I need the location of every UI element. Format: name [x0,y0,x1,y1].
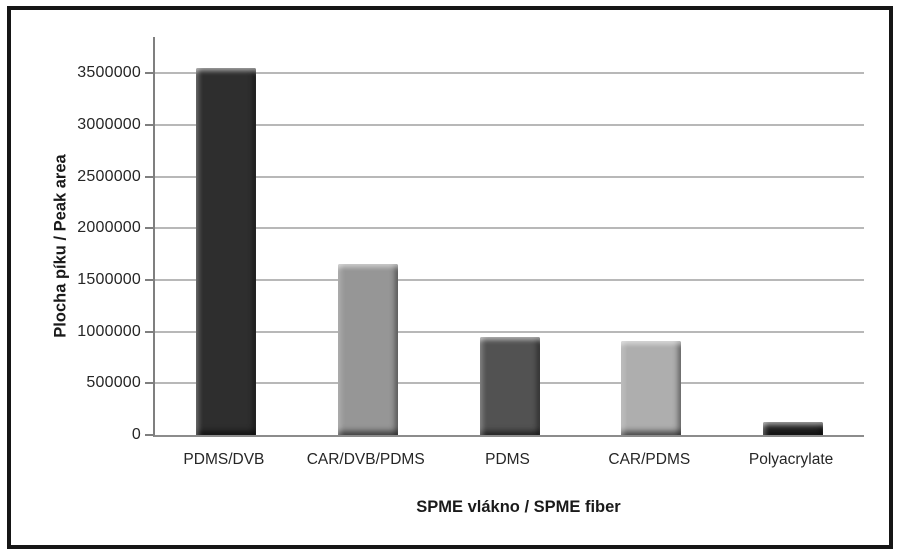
y-tick-label: 0 [131,426,141,443]
gridline [155,123,864,126]
bar-car-pdms [621,340,682,435]
x-axis-category-labels: PDMS/DVB CAR/DVB/PDMS PDMS CAR/PDMS Polyacry… [153,452,862,476]
y-axis-tick [145,382,153,385]
y-tick-label: 500000 [86,374,141,392]
y-axis-tick [145,227,153,230]
y-axis-tick [145,123,153,126]
bar-car-dvb-pdms [337,264,398,435]
category-label: PDMS/DVB [183,451,265,468]
gridline [155,330,864,333]
y-tick-label: 3500000 [77,64,141,82]
category-label: Polyacrylate [748,451,834,468]
bar-pdms [479,336,540,435]
gridline [155,175,864,178]
bar-pdms-dvb [195,68,256,435]
category-label: CAR/DVB/PDMS [306,451,425,468]
x-axis-title: SPME vlákno / SPME fiber [416,498,621,516]
y-axis-tick [145,278,153,281]
gridline [155,227,864,230]
plot-area [145,37,864,437]
gridline [155,278,864,281]
y-axis-tick-labels: 0 500000 1000000 1500000 2000000 2500000 30000… [0,37,141,443]
y-tick-label: 3000000 [77,115,141,133]
y-axis-tick [145,434,153,436]
category-label: PDMS [485,451,530,468]
category-label: CAR/PDMS [608,451,691,468]
y-axis-tick [145,330,153,333]
bar-polyacrylate [763,421,824,435]
y-axis-tick [145,175,153,178]
y-tick-label: 2500000 [77,167,141,185]
y-axis-tick [145,72,153,75]
gridline [155,72,864,75]
y-tick-label: 1000000 [77,322,141,340]
y-tick-label: 1500000 [77,270,141,288]
y-tick-label: 2000000 [77,219,141,237]
